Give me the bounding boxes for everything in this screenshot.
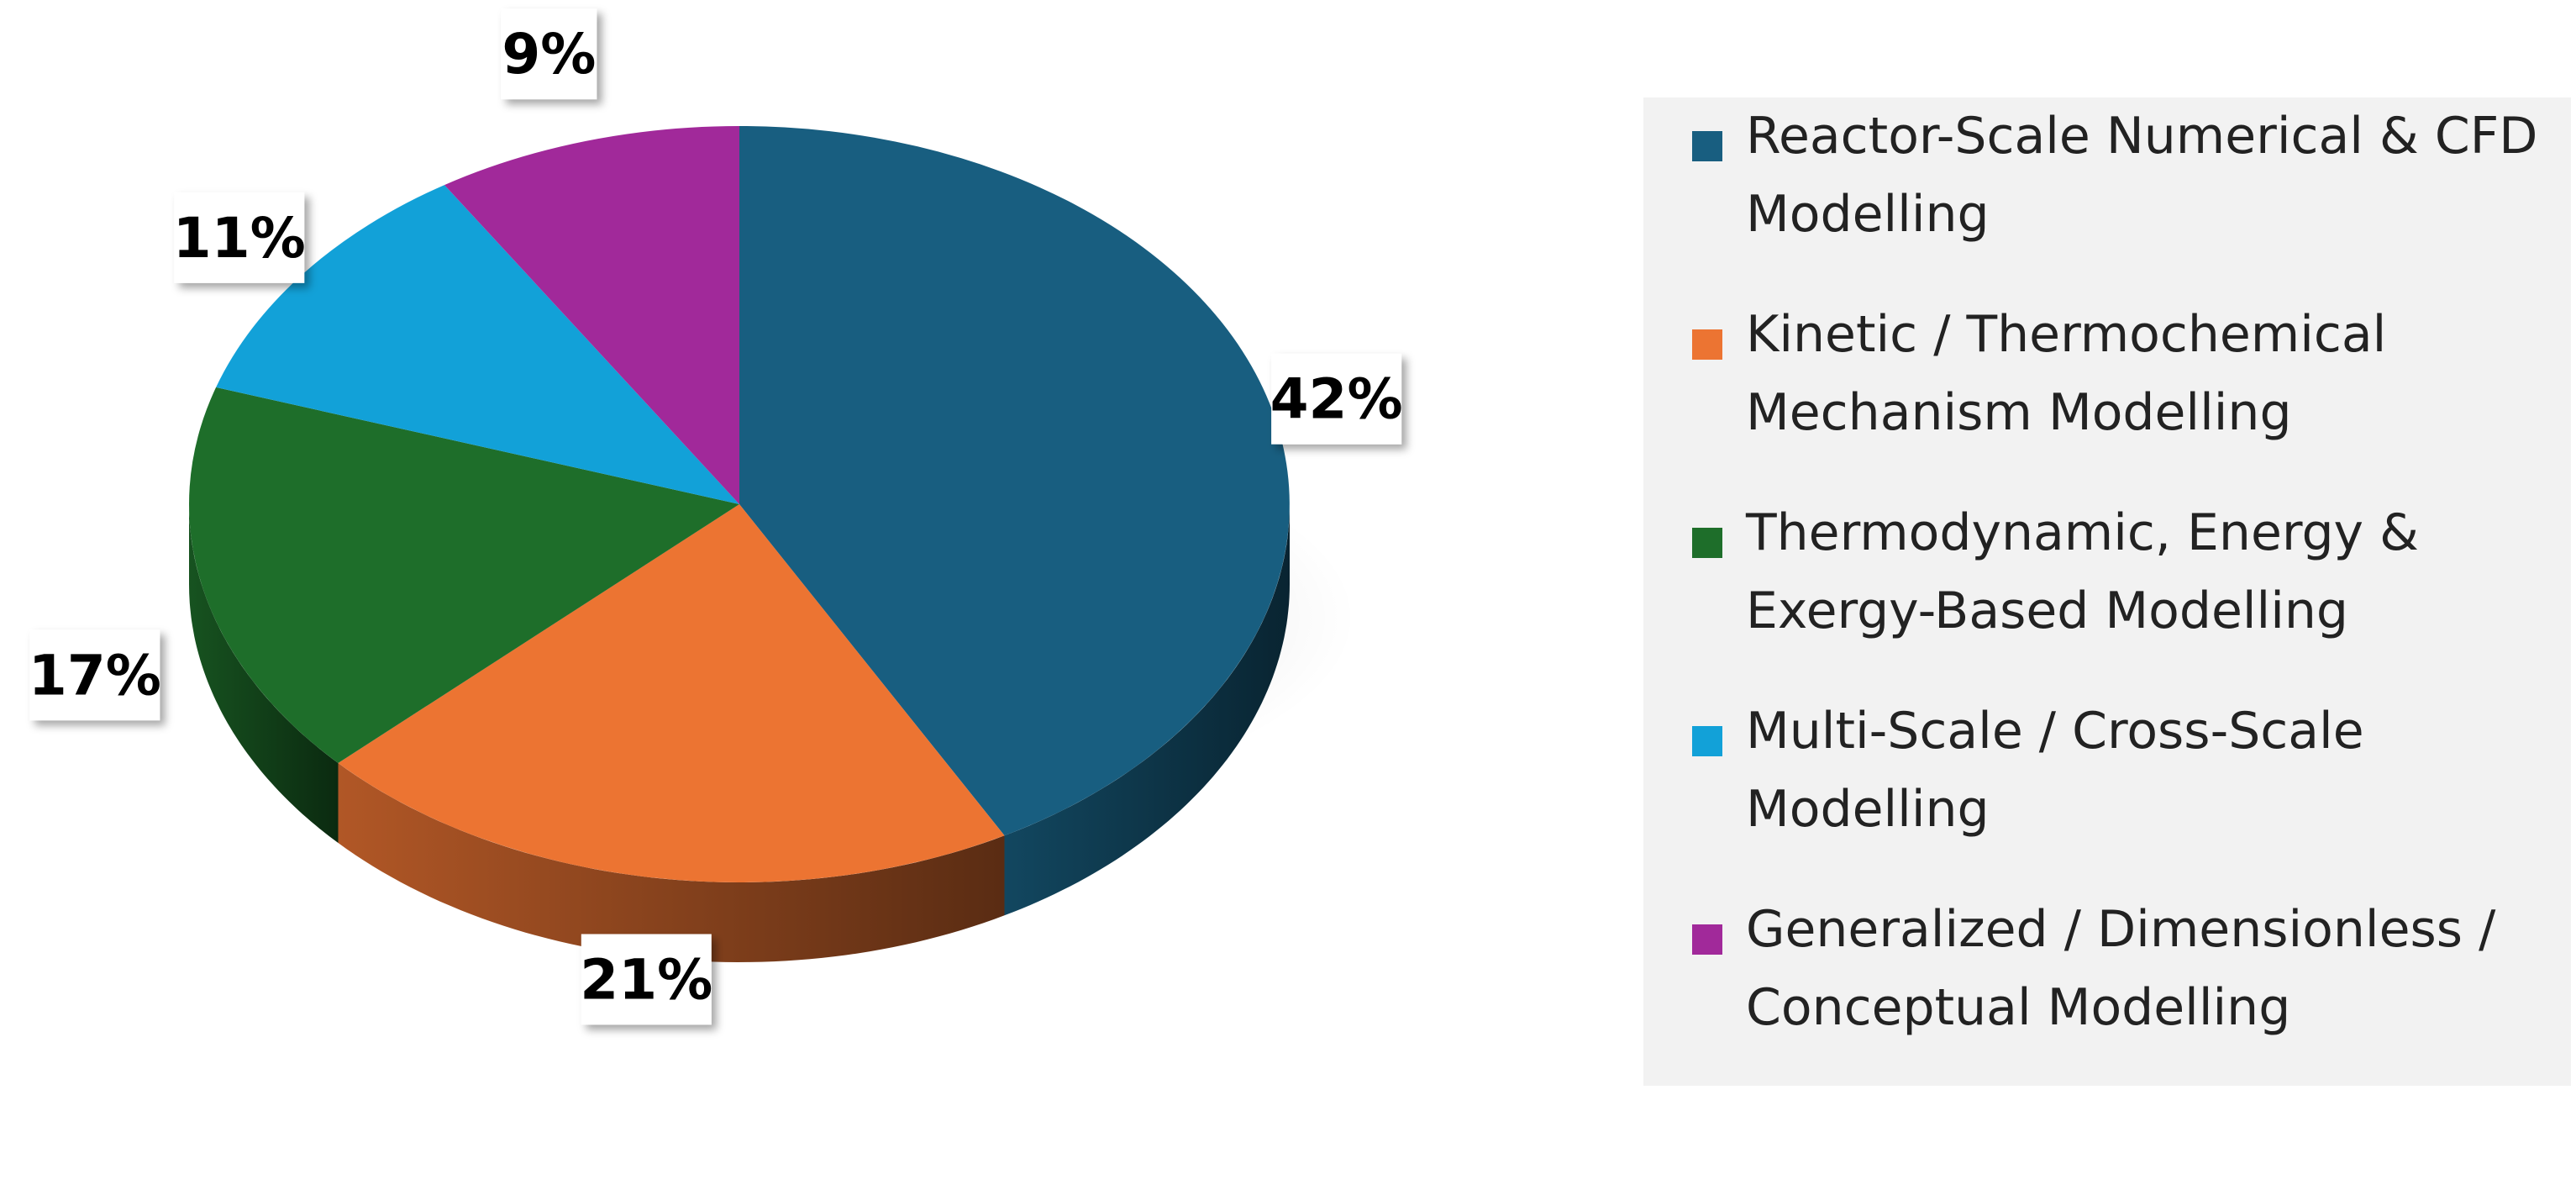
pie-slice (189, 387, 739, 763)
data-label-text: 42% (1270, 367, 1403, 432)
data-label-text: 17% (29, 643, 161, 708)
legend-item: Multi-Scale / Cross-Scale Modelling (1692, 692, 2566, 849)
data-label-text: 9% (502, 22, 596, 87)
legend-item: Thermodynamic, Energy & Exergy-Based Mod… (1692, 494, 2566, 650)
data-label-box (1271, 353, 1402, 445)
pie-slice (338, 504, 1005, 882)
legend-swatch (1692, 726, 1722, 756)
data-label-box (174, 192, 305, 283)
legend-item: Reactor-Scale Numerical & CFD Modelling (1692, 97, 2566, 254)
legend-item: Generalized / Dimensionless / Conceptual… (1692, 891, 2566, 1047)
data-label-box (501, 8, 597, 100)
legend-label: Thermodynamic, Energy & Exergy-Based Mod… (1746, 503, 2419, 640)
pie-slice-side (338, 763, 1005, 962)
data-label: 21% (580, 934, 712, 1025)
pie-slice (444, 126, 739, 504)
legend-swatch (1692, 329, 1722, 360)
pie-slice-side (1004, 504, 1290, 916)
legend-swatch (1692, 131, 1722, 161)
pie-top (189, 126, 1290, 882)
data-label-text: 11% (173, 206, 306, 271)
data-label: 42% (1270, 353, 1403, 445)
legend-label: Kinetic / Thermochemical Mechanism Model… (1746, 305, 2387, 442)
pie-slice-side (189, 504, 339, 843)
pie-slice (739, 126, 1290, 836)
data-label: 11% (173, 192, 306, 283)
legend-label: Generalized / Dimensionless / Conceptual… (1746, 900, 2496, 1037)
legend: Reactor-Scale Numerical & CFD Modelling … (1643, 97, 2571, 1086)
pie-data-labels: 42% 21% 17% 11% 9% (29, 8, 1403, 1025)
pie-sides (189, 504, 1290, 962)
legend-item: Kinetic / Thermochemical Mechanism Model… (1692, 296, 2566, 452)
data-label-box (29, 629, 160, 721)
pie-slice (216, 185, 740, 504)
data-label-box (581, 934, 712, 1025)
data-label-text: 21% (580, 948, 712, 1013)
data-label: 9% (501, 8, 597, 100)
pie-chart-plot: 42% 21% 17% 11% 9% (29, 8, 1403, 1025)
legend-label: Reactor-Scale Numerical & CFD Modelling (1746, 107, 2538, 244)
legend-swatch (1692, 924, 1722, 955)
data-label: 17% (29, 629, 161, 721)
legend-swatch (1692, 528, 1722, 558)
legend-label: Multi-Scale / Cross-Scale Modelling (1746, 702, 2364, 839)
